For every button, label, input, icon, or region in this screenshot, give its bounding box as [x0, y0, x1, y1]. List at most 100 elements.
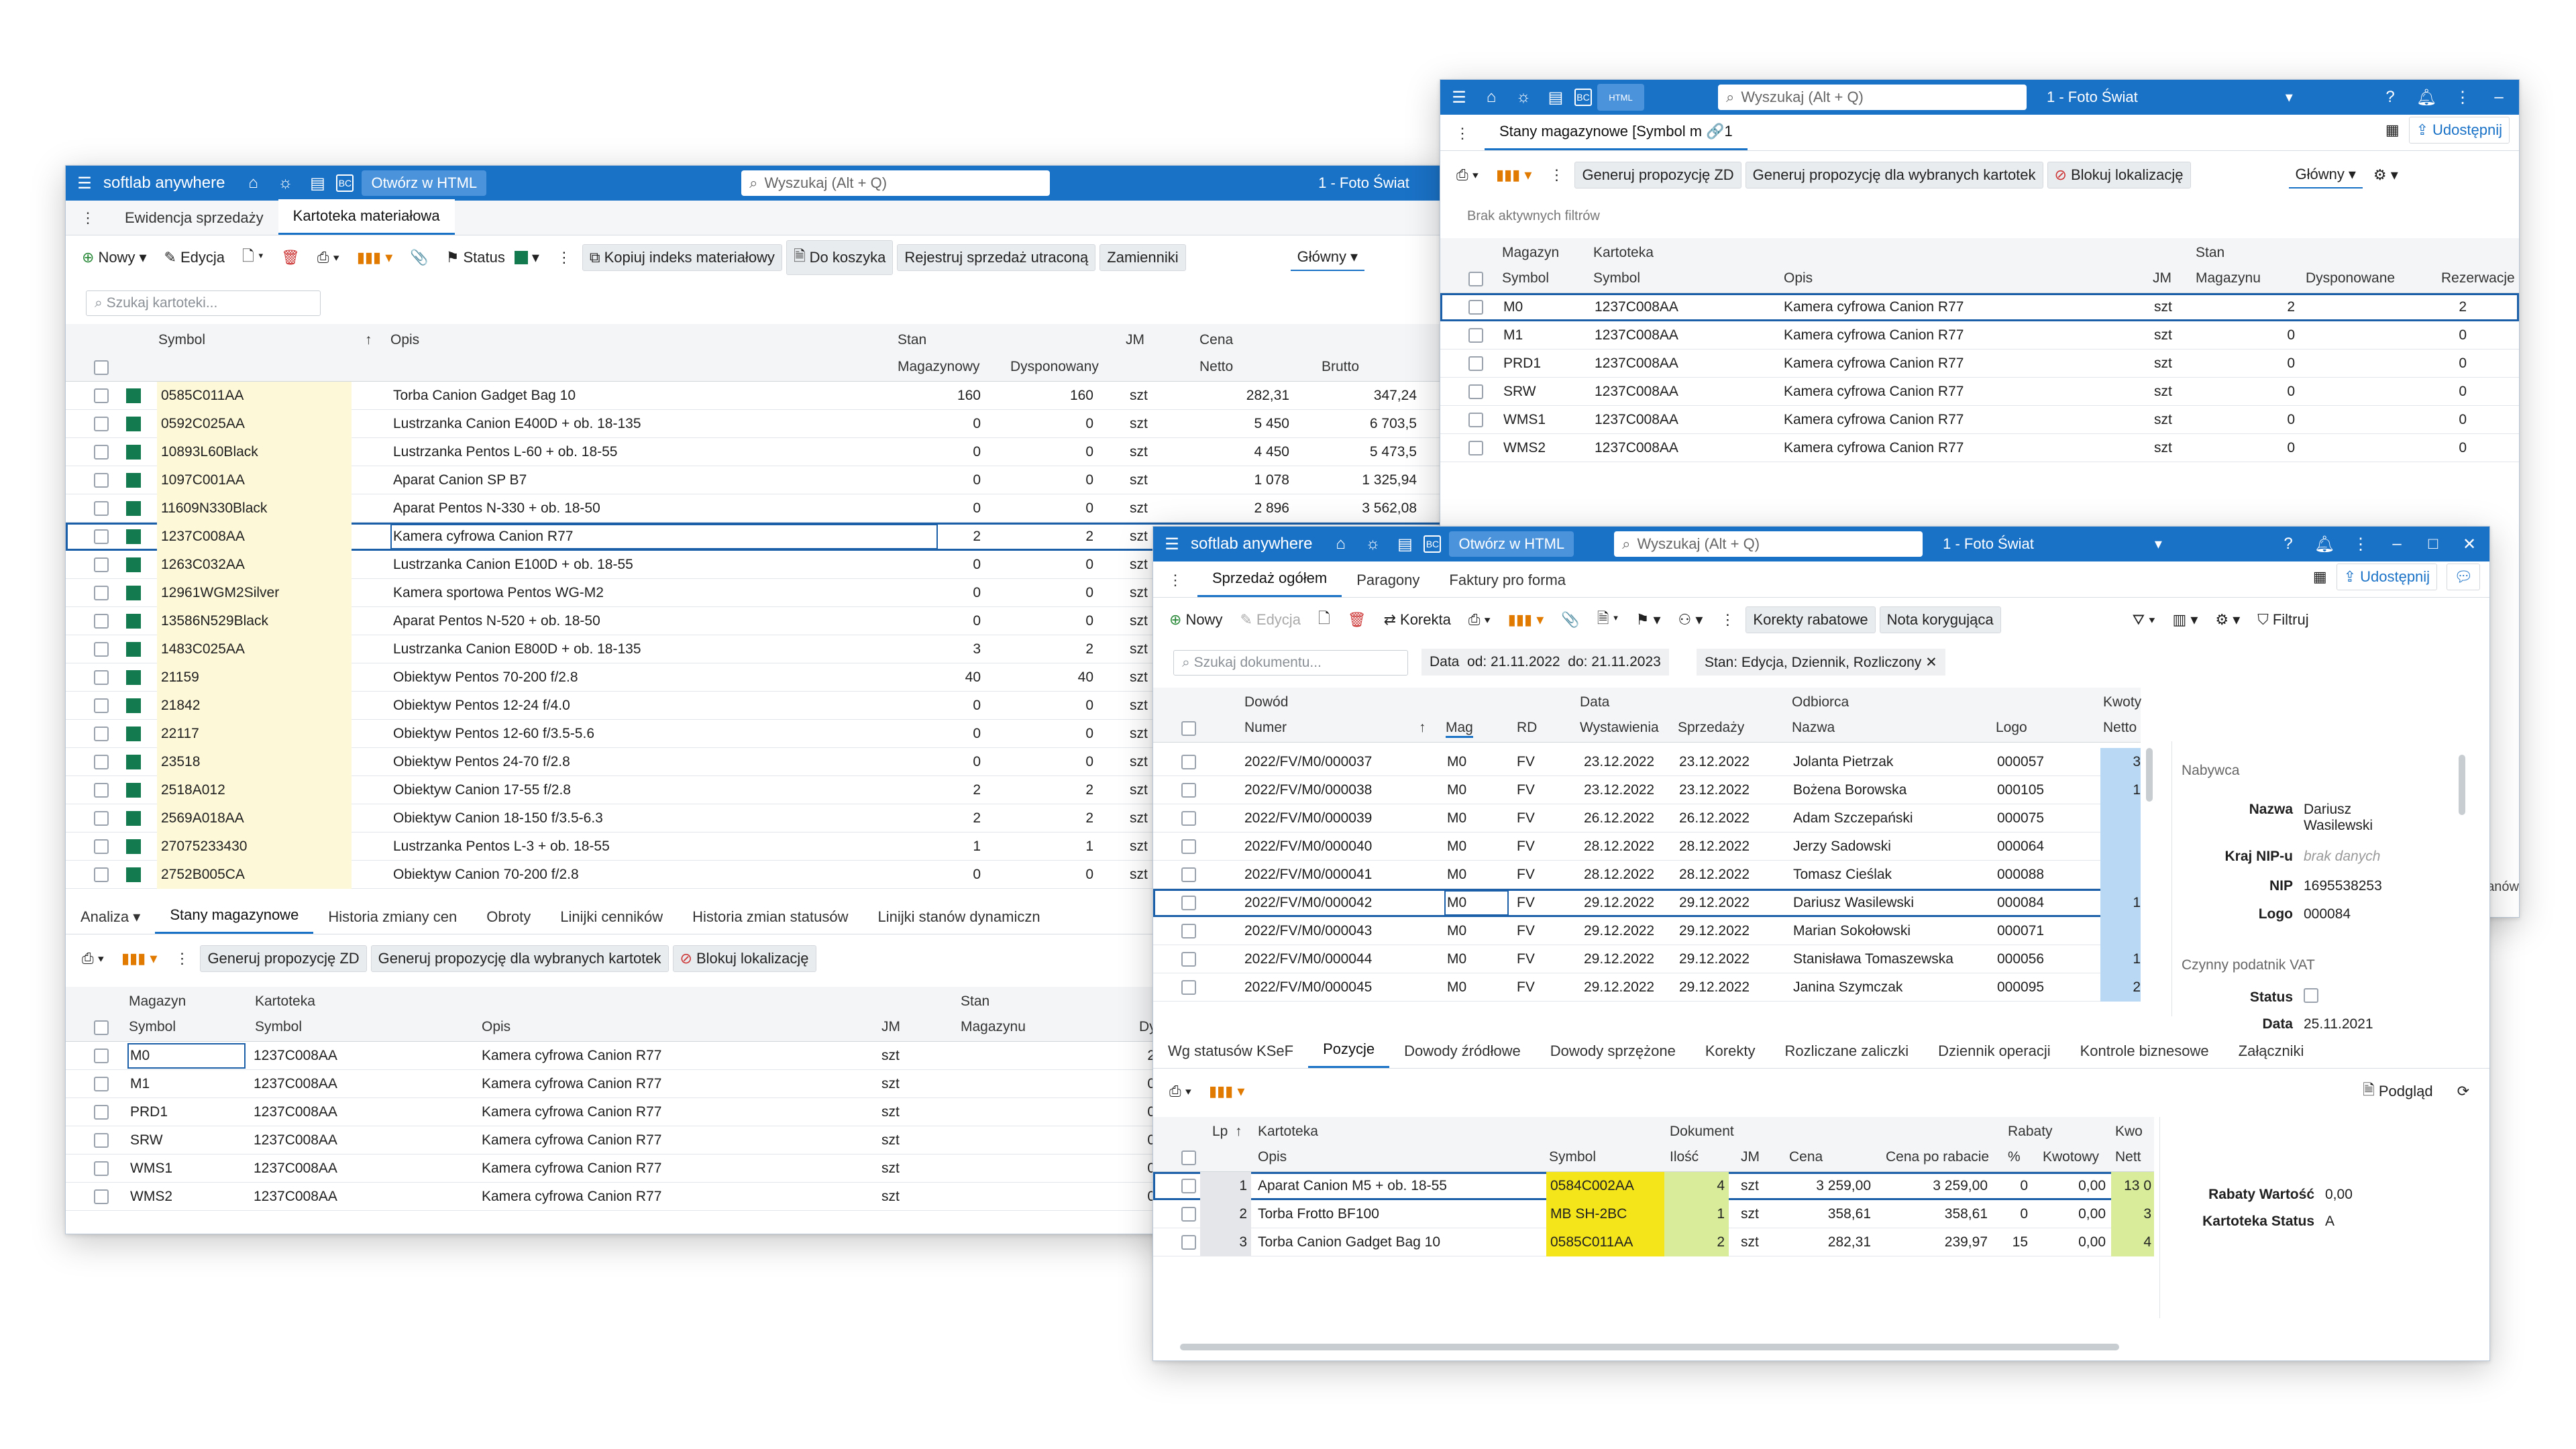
- tab-paragony[interactable]: Paragony: [1356, 572, 1420, 588]
- print-icon[interactable]: ⎙ ▾: [1456, 166, 1479, 183]
- table-row[interactable]: 1097C001AA Aparat Canion SP B7 0 0 szt 1 078 1…: [66, 466, 1446, 494]
- select-all-checkbox[interactable]: [1468, 272, 1483, 286]
- chart-icon[interactable]: ▮▮▮ ▾: [1495, 166, 1532, 183]
- settings-icon[interactable]: ⚙ ▾: [2373, 166, 2398, 183]
- to-cart-button[interactable]: 🗎 Do koszyka: [786, 240, 894, 275]
- home-icon[interactable]: ⌂: [1486, 88, 1497, 106]
- bc-icon[interactable]: BC: [336, 174, 354, 192]
- attach-icon[interactable]: 📎: [1561, 611, 1580, 628]
- row-checkbox[interactable]: [94, 1049, 109, 1063]
- open-html-button[interactable]: Otwórz w HTML: [1449, 531, 1574, 557]
- print-icon[interactable]: ⎙ ▾: [317, 249, 339, 266]
- share-button[interactable]: ⇪ Udostępnij: [2408, 117, 2510, 144]
- state-filter-chip[interactable]: Stan: Edycja, Dziennik, Rozliczony ✕: [1697, 649, 1945, 676]
- layout-icon[interactable]: ▤: [1397, 535, 1413, 553]
- table-row[interactable]: 2 Torba Frotto BF100 MB SH-2BC 1 szt 358,61 35…: [1153, 1200, 2154, 1228]
- columns-icon[interactable]: ▥ ▾: [2172, 611, 2198, 628]
- tab-obroty[interactable]: Obroty: [486, 908, 531, 925]
- tab-kontrole[interactable]: Kontrole biznesowe: [2080, 1042, 2209, 1059]
- table-row[interactable]: 11609N330Black Aparat Pentos N-330 + ob. …: [66, 494, 1446, 523]
- row-checkbox[interactable]: [94, 755, 109, 769]
- delete-icon[interactable]: 🗑: [280, 249, 300, 266]
- replacements-button[interactable]: Zamienniki: [1099, 244, 1186, 271]
- theme-icon[interactable]: ☼: [1365, 535, 1381, 553]
- more-icon[interactable]: ⋮: [1455, 125, 1470, 142]
- attach-icon[interactable]: 📎: [410, 249, 429, 266]
- export-icon[interactable]: 🗎 ▾: [1597, 610, 1619, 627]
- tab-zalaczniki[interactable]: Załączniki: [2238, 1042, 2304, 1059]
- row-checkbox[interactable]: [94, 1133, 109, 1148]
- tab-stany-symbol[interactable]: Stany magazynowe [Symbol m 🔗1: [1485, 115, 1748, 150]
- row-checkbox[interactable]: [1181, 1179, 1196, 1193]
- sort-asc-icon[interactable]: ↑: [1419, 720, 1426, 735]
- table-row[interactable]: WMS2 1237C008AA Kamera cyfrowa Canion R77 s…: [66, 1183, 1446, 1211]
- more-icon[interactable]: ⋮: [1549, 166, 1564, 183]
- table-row[interactable]: 2569A018AA Obiektyw Canion 18-150 f/3.5-6…: [66, 804, 1446, 833]
- row-checkbox[interactable]: [1181, 896, 1196, 910]
- col-jm[interactable]: JM: [1126, 332, 1144, 347]
- table-row[interactable]: WMS1 1237C008AA Kamera cyfrowa Canion R77 s…: [1440, 406, 2519, 434]
- tab-historia-cen[interactable]: Historia zmiany cen: [328, 908, 458, 925]
- table-row[interactable]: WMS2 1237C008AA Kamera cyfrowa Canion R77 s…: [1440, 434, 2519, 462]
- tab-pozycje[interactable]: Pozycje: [1308, 1032, 1390, 1068]
- row-checkbox[interactable]: [94, 727, 109, 741]
- tab-dowody-zrodlowe[interactable]: Dowody źródłowe: [1404, 1042, 1521, 1059]
- col-gross[interactable]: Brutto: [1322, 359, 1360, 374]
- new-button[interactable]: ⊕ Nowy: [1169, 611, 1223, 628]
- more-icon[interactable]: ⋮: [1168, 572, 1183, 588]
- new-button[interactable]: ⊕ Nowy ▾: [82, 249, 147, 266]
- bc-icon[interactable]: BC: [1574, 89, 1592, 106]
- table-row[interactable]: 21842 Obiektyw Pentos 12-24 f/4.0 0 0 szt: [66, 692, 1446, 720]
- help-icon[interactable]: ?: [2284, 535, 2293, 553]
- table-row[interactable]: 1 Aparat Canion M5 + ob. 18-55 0584C002AA 4…: [1153, 1172, 2154, 1200]
- print-icon[interactable]: ⎙ ▾: [82, 950, 104, 967]
- help-icon[interactable]: ?: [2385, 88, 2395, 106]
- table-row[interactable]: 0592C025AA Lustrzanka Canion E400D + ob. …: [66, 410, 1446, 438]
- table-row[interactable]: 2752B005CA Obiektyw Canion 70-200 f/2.8 0 0…: [66, 861, 1446, 889]
- table-row[interactable]: 3 Torba Canion Gadget Bag 10 0585C011AA 2 sz…: [1153, 1228, 2154, 1256]
- row-checkbox[interactable]: [94, 642, 109, 657]
- more-icon[interactable]: ⋮: [2353, 535, 2369, 553]
- col-stock-disp[interactable]: Dysponowany: [1010, 359, 1099, 374]
- table-row[interactable]: SRW 1237C008AA Kamera cyfrowa Canion R77 sz…: [1440, 378, 2519, 406]
- users-icon[interactable]: ⚇ ▾: [1678, 611, 1703, 628]
- table-row[interactable]: 2022/FV/M0/000041 M0 FV 28.12.2022 28.12.202…: [1153, 861, 2141, 889]
- scrollbar[interactable]: [2459, 755, 2465, 815]
- more-icon[interactable]: ⋮: [556, 249, 572, 266]
- table-row[interactable]: 22117 Obiektyw Pentos 12-60 f/3.5-5.6 0 0 sz…: [66, 720, 1446, 748]
- row-checkbox[interactable]: [94, 557, 109, 572]
- status-button[interactable]: ⚑ Status ▾: [445, 249, 539, 266]
- row-checkbox[interactable]: [94, 473, 109, 488]
- tab-ksef[interactable]: Wg statusów KSeF: [1168, 1042, 1294, 1059]
- row-checkbox[interactable]: [94, 529, 109, 544]
- vat-status-checkbox[interactable]: [2304, 988, 2318, 1003]
- row-checkbox[interactable]: [94, 501, 109, 516]
- row-checkbox[interactable]: [1181, 980, 1196, 995]
- row-checkbox[interactable]: [94, 1161, 109, 1176]
- more-icon[interactable]: ⋮: [174, 950, 190, 967]
- row-checkbox[interactable]: [1468, 300, 1483, 315]
- row-checkbox[interactable]: [1181, 867, 1196, 882]
- tab-linijki-stanow[interactable]: Linijki stanów dynamiczn: [877, 908, 1040, 925]
- kartoteka-search[interactable]: ⌕ Szukaj kartoteki...: [86, 290, 321, 316]
- close-icon[interactable]: ✕: [2462, 535, 2477, 553]
- row-checkbox[interactable]: [1181, 1207, 1196, 1222]
- col-desc[interactable]: Opis: [390, 332, 420, 347]
- bc-icon[interactable]: BC: [1424, 535, 1442, 553]
- table-row[interactable]: M0 1237C008AA Kamera cyfrowa Canion R77 szt…: [1440, 293, 2519, 321]
- bell-icon[interactable]: 🔔︎: [2314, 535, 2335, 553]
- tab-sprzedaz[interactable]: Sprzedaż ogółem: [1197, 561, 1342, 597]
- tab-korekty[interactable]: Korekty: [1705, 1042, 1756, 1059]
- select-all-checkbox[interactable]: [1181, 1150, 1196, 1165]
- flag-icon[interactable]: ⚑ ▾: [1635, 611, 1661, 628]
- tab-proforma[interactable]: Faktury pro forma: [1449, 572, 1566, 588]
- tab-ewidencja[interactable]: Ewidencja sprzedaży: [125, 209, 264, 226]
- document-icon[interactable]: 🗋: [1318, 610, 1330, 627]
- row-checkbox[interactable]: [94, 586, 109, 600]
- table-row[interactable]: 1237C008AA Kamera cyfrowa Canion R77 2 2 szt: [66, 523, 1446, 551]
- minimize-icon[interactable]: –: [2494, 88, 2504, 106]
- row-checkbox[interactable]: [94, 698, 109, 713]
- row-checkbox[interactable]: [1181, 924, 1196, 938]
- table-row[interactable]: 13586N529Black Aparat Pentos N-520 + ob. …: [66, 607, 1446, 635]
- row-checkbox[interactable]: [1181, 839, 1196, 854]
